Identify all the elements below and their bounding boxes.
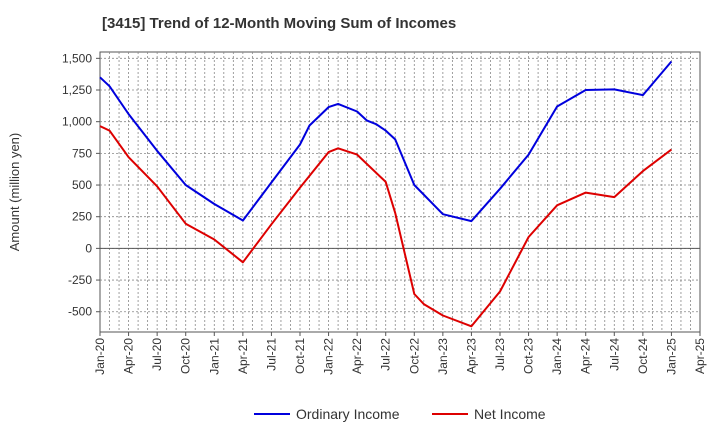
plot-area bbox=[99, 51, 701, 333]
y-tick-label: 1,500 bbox=[62, 51, 92, 65]
x-tick-label: Apr-21 bbox=[236, 338, 250, 374]
y-tick-label: -500 bbox=[68, 305, 92, 319]
series-line-ordinary-income bbox=[99, 60, 673, 223]
y-tick-label: 250 bbox=[72, 210, 92, 224]
x-tick-label: Jul-24 bbox=[607, 338, 621, 371]
y-axis-title: Amount (million yen) bbox=[7, 133, 22, 252]
series-line-net-income bbox=[99, 125, 673, 328]
y-tick-label: 750 bbox=[72, 146, 92, 160]
x-tick-label: Jul-23 bbox=[493, 338, 507, 371]
x-tick-label: Oct-24 bbox=[636, 338, 650, 374]
x-tick-label: Jul-22 bbox=[379, 338, 393, 371]
x-tick-label: Apr-20 bbox=[122, 338, 136, 374]
x-tick-label: Oct-20 bbox=[179, 338, 193, 374]
legend-label-net-income: Net Income bbox=[474, 406, 546, 422]
x-tick-label: Apr-23 bbox=[464, 338, 478, 374]
x-tick-label: Jul-20 bbox=[150, 338, 164, 371]
y-tick-label: 1,250 bbox=[62, 83, 92, 97]
y-tick-label: 1,000 bbox=[62, 115, 92, 129]
x-tick-label: Oct-23 bbox=[522, 338, 536, 374]
x-tick-label: Jan-21 bbox=[207, 338, 221, 375]
x-tick-label: Apr-24 bbox=[579, 338, 593, 374]
x-tick-label: Jan-25 bbox=[664, 338, 678, 375]
x-tick-label: Jan-24 bbox=[550, 338, 564, 375]
x-tick-label: Jan-23 bbox=[436, 338, 450, 375]
y-tick-label: -250 bbox=[68, 273, 92, 287]
x-tick-label: Jul-21 bbox=[264, 338, 278, 371]
x-tick-label: Oct-21 bbox=[293, 338, 307, 374]
x-tick-label: Oct-22 bbox=[407, 338, 421, 374]
x-tick-label: Jan-22 bbox=[322, 338, 336, 375]
chart-title: [3415] Trend of 12-Month Moving Sum of I… bbox=[102, 15, 457, 32]
legend-label-ordinary-income: Ordinary Income bbox=[296, 406, 400, 422]
x-tick-label: Jan-20 bbox=[93, 338, 107, 375]
y-tick-label: 500 bbox=[72, 178, 92, 192]
y-tick-label: 0 bbox=[85, 241, 92, 255]
x-tick-label: Apr-25 bbox=[693, 338, 707, 374]
legend: Ordinary Income Net Income bbox=[254, 406, 546, 422]
x-tick-label: Apr-22 bbox=[350, 338, 364, 374]
